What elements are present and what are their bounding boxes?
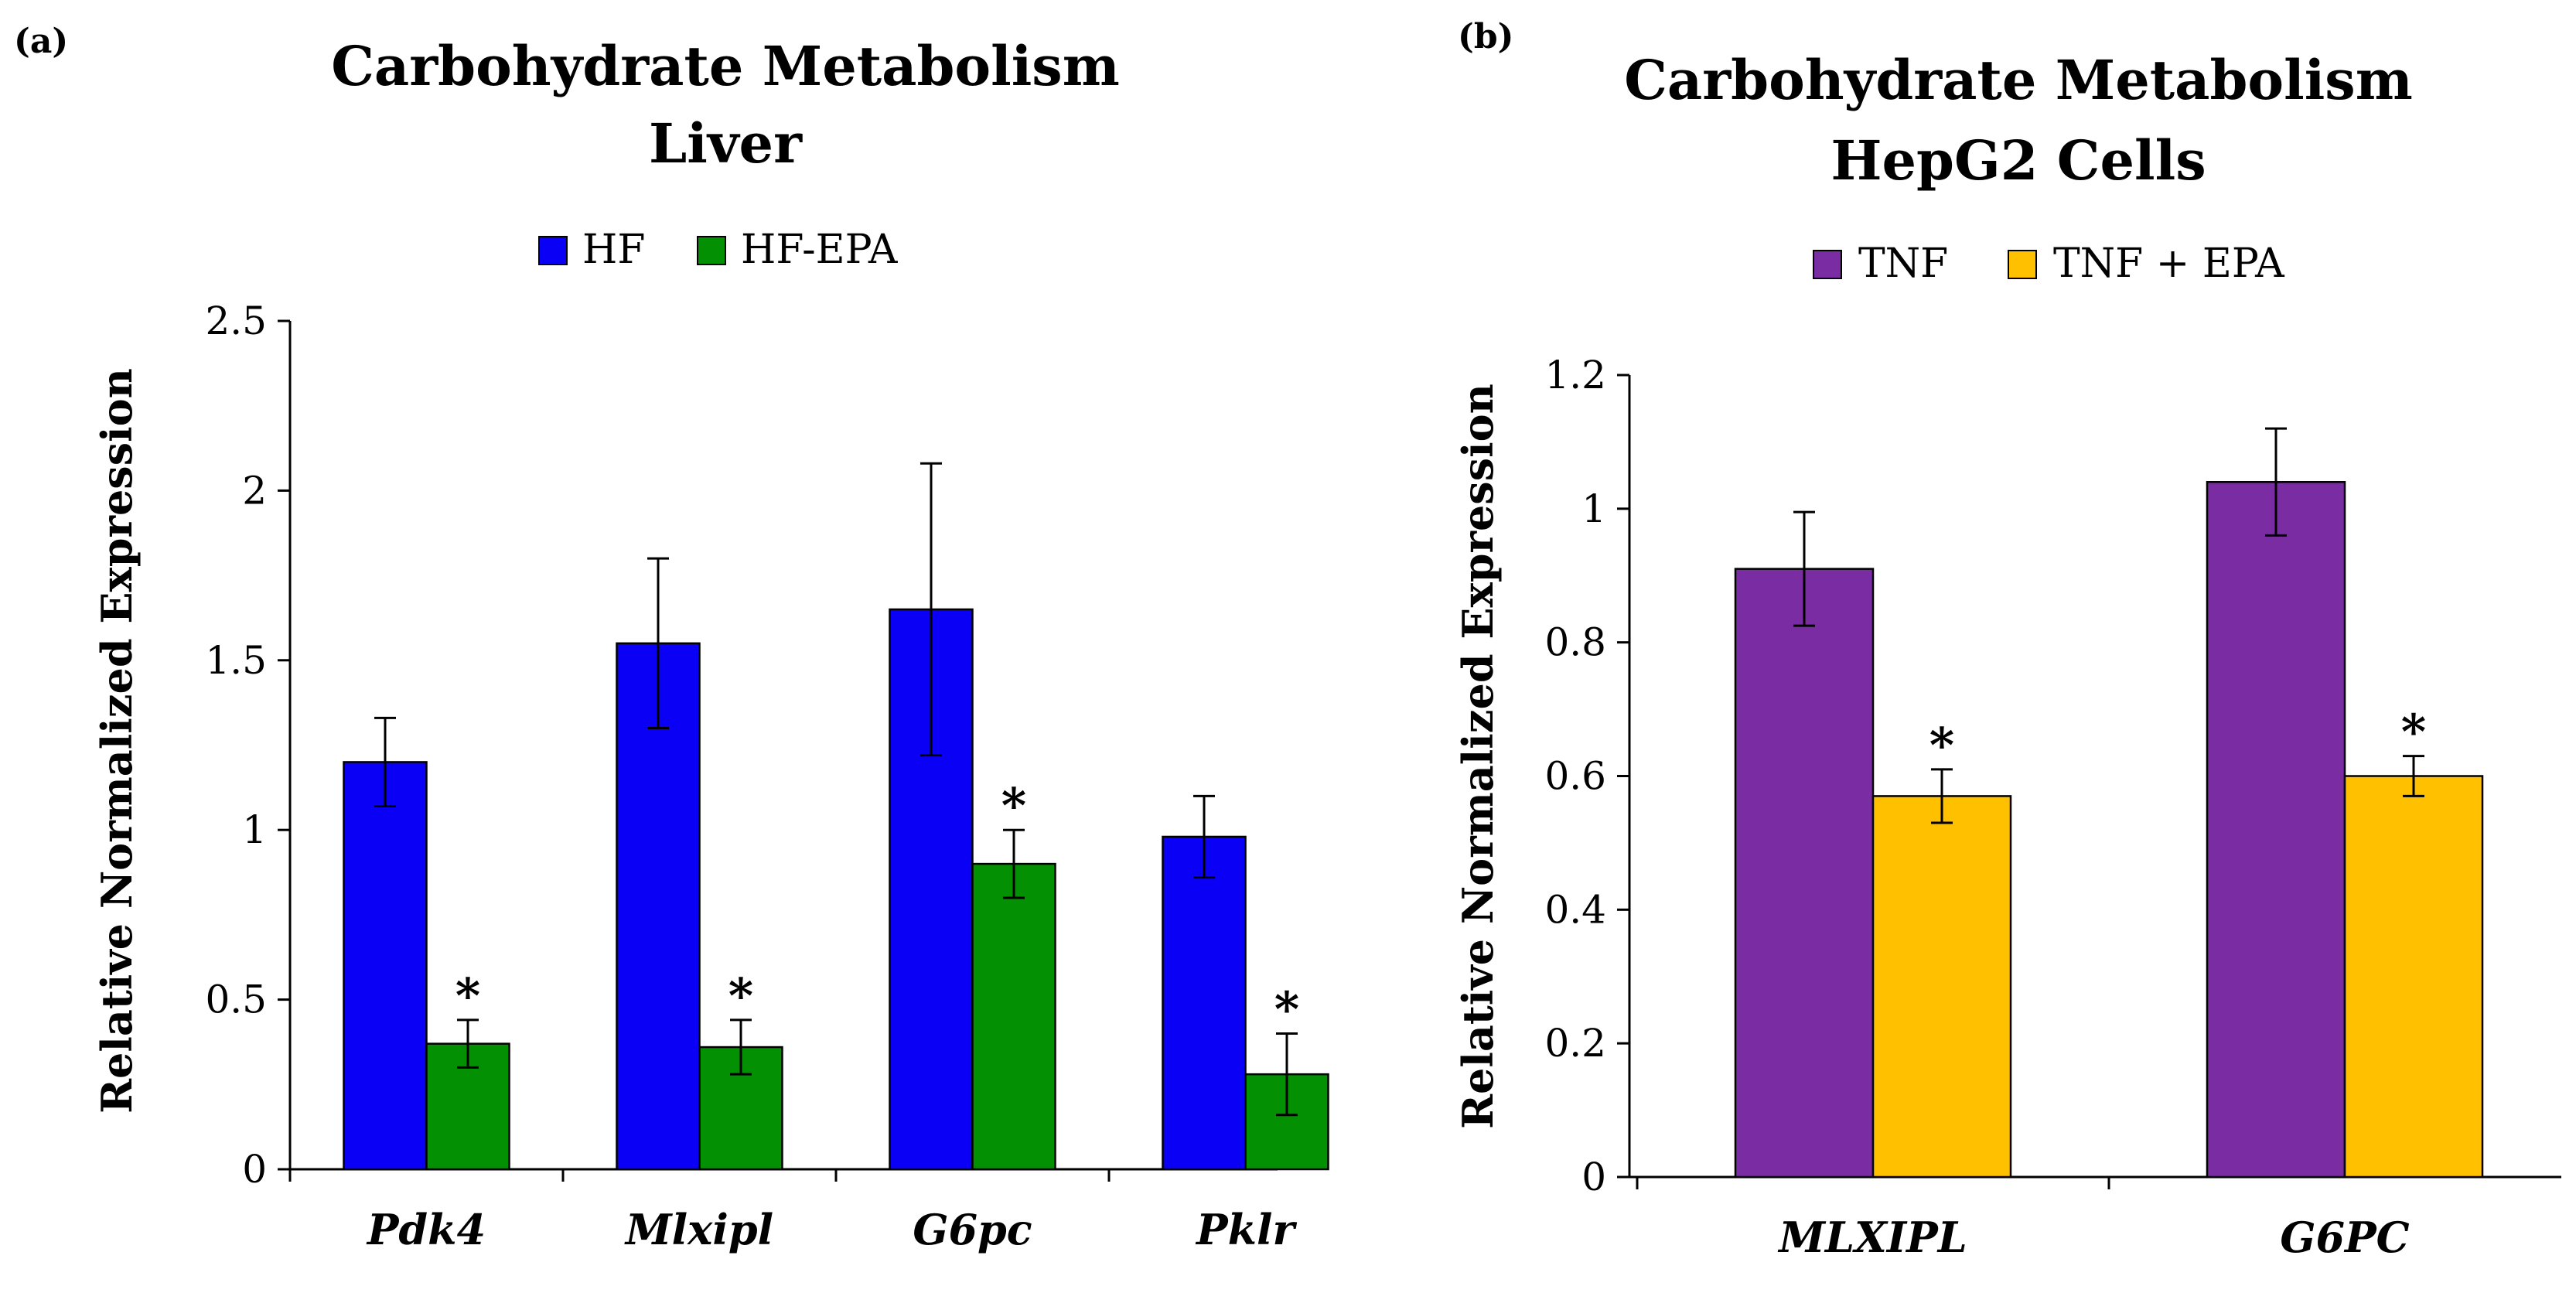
panel-a-legend-swatch [538,236,568,265]
panel-b-y-tick-label: 0.2 [1544,1021,1606,1066]
panel-a-bar-hf-epa-g6pc [971,862,1056,1171]
panel-b-category-label: MLXIPL [1777,1213,1967,1262]
panel-b-category-label: G6PC [2280,1213,2409,1262]
panel-b-legend-label: TNF + EPA [2053,241,2285,287]
panel-b-y-tick-label: 1.2 [1544,353,1606,397]
panel-b-bar-tnf-epa-mlxipl [1871,795,2012,1179]
panel-a-y-tick-label: 0 [242,1147,267,1192]
panel-a-y-tick-label: 2.5 [205,299,267,343]
panel-a-category-label: G6pc [913,1205,1032,1254]
panel-b: (b) Carbohydrate Metabolism HepG2 Cells … [1453,17,2413,1129]
panel-b-significance-marker: * [2401,704,2426,760]
panel-a-title-line-1: Carbohydrate Metabolism [331,34,1120,98]
panel-a-legend-label: HF [582,227,645,273]
panel-b-y-tick-label: 0.6 [1544,754,1606,799]
panel-a-legend-swatch [697,236,726,265]
panel-b-bar-tnf-mlxipl [1734,568,1875,1179]
panel-b-bar-tnf-g6pc [2206,481,2346,1179]
panel-a-y-axis-title: Relative Normalized Expression [92,368,142,1114]
panel-b-label: (b) [1458,17,1513,56]
panel-a-label: (a) [14,22,68,61]
panel-a-category-label: Mlxipl [624,1205,773,1254]
panel-a-significance-marker: * [728,967,753,1024]
panel-a-y-tick-label: 0.5 [205,977,267,1022]
panel-b-title-line-1: Carbohydrate Metabolism [1624,48,2413,112]
panel-a-title-line-2: Liver [649,111,803,176]
panel-a-category-label: Pklr [1195,1205,1298,1254]
panel-a-y-tick-label: 1.5 [205,638,267,683]
panel-b-title-line-2: HepG2 Cells [1830,128,2206,193]
panel-b-y-tick-label: 0.4 [1544,887,1606,932]
panel-a-y-tick-label: 2 [242,468,267,513]
panel-a-significance-marker: * [1001,777,1026,834]
panel-a-y-tick-label: 1 [242,807,267,852]
panel-b-significance-marker: * [1929,717,1954,773]
panel-a-category-label: Pdk4 [366,1205,486,1254]
panel-a-bar-hf-g6pc [889,608,974,1171]
panel-b-legend-label: TNF [1858,241,1948,287]
panel-b-y-tick-label: 1 [1581,486,1606,531]
panel-a-significance-marker: * [1274,981,1299,1037]
panel-a: (a) Carbohydrate Metabolism Liver Relati… [14,22,1120,1114]
panel-b-y-tick-label: 0 [1581,1155,1606,1199]
panel-b-legend-swatch [2008,250,2037,279]
panel-b-plot: 0 0.2 0.4 0.6 0.8 1 1.2 * MLXIPL * G6PC TNF TNF + EP… [1544,241,2561,1262]
panel-b-y-axis-title: Relative Normalized Expression [1453,384,1503,1129]
panel-b-legend-swatch [1813,250,1842,279]
panel-a-bar-hf-mlxipl [616,642,701,1171]
panel-a-bar-hf-pklr [1162,835,1247,1171]
panel-b-bar-tnf-epa-g6pc [2343,775,2484,1179]
panel-b-y-tick-label: 0.8 [1544,620,1606,665]
panel-a-significance-marker: * [455,967,480,1024]
panel-a-plot: 0 0.5 1 1.5 2 2.5 * Pdk4 * Mlxipl * G6pc * Pklr HF HF-E… [205,227,1329,1254]
panel-a-bar-hf-pdk4 [343,761,428,1171]
panel-a-legend-label: HF-EPA [741,227,899,273]
